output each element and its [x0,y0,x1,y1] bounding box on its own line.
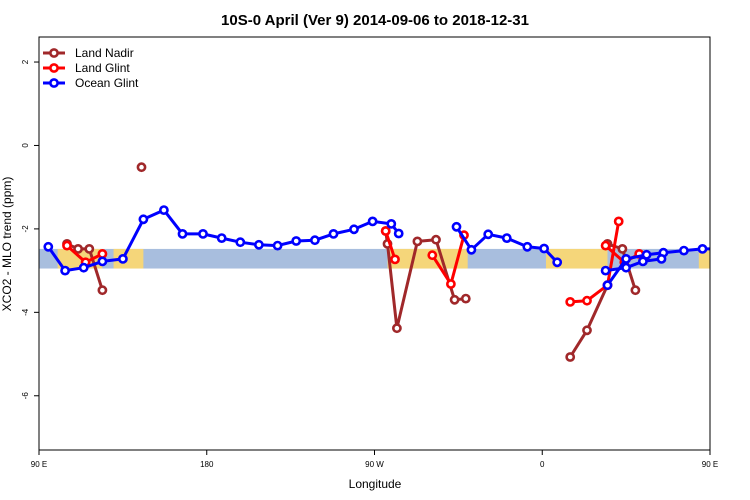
data-point [621,253,631,264]
data-point [391,323,402,334]
data-point [565,352,576,362]
legend-item: Land Nadir [43,46,134,60]
data-point [613,216,624,227]
data-point [539,243,549,254]
series-line [384,230,397,260]
legend-label: Land Glint [75,61,130,75]
data-point [638,256,648,267]
data-point [97,248,108,259]
data-point [97,285,108,296]
data-point [253,239,264,250]
data-point [621,262,631,273]
data-point [291,236,302,246]
data-point [235,237,246,248]
data-point [73,243,83,254]
land-patch [113,248,144,269]
x-tick-label: 0 [540,460,545,469]
data-point [483,229,494,240]
data-point [582,295,592,306]
data-point [449,294,460,305]
data-point [427,250,438,261]
data-point [380,226,391,236]
data-point [309,235,320,246]
series-line [605,257,662,273]
y-tick-label: -6 [21,392,30,400]
legend-item: Ocean Glint [43,76,139,90]
x-axis-title: Longitude [349,477,402,491]
series-line [568,284,609,358]
data-point [136,162,147,173]
data-point [158,205,169,215]
data-point [118,253,128,264]
land-patch [387,248,468,269]
data-point [138,214,149,225]
data-point [733,216,740,223]
data-point [697,243,708,254]
data-point [522,241,533,252]
data-point [198,228,208,239]
data-point [78,262,89,273]
y-tick-label: -2 [21,225,30,233]
x-tick-label: 90 W [365,460,384,469]
y-axis: 2 0 -2 -4 -6 [21,59,39,399]
data-point [177,228,188,239]
data-point [617,243,628,254]
data-point [630,285,641,296]
data-point [602,280,613,291]
data-point [390,254,400,265]
x-tick-label: 90 E [702,460,718,469]
data-point [565,296,576,307]
data-point [386,218,397,229]
data-point [466,244,477,255]
x-axis: 90 E 180 90 W 0 90 E [31,450,718,469]
series-line [66,242,104,291]
data-point [84,243,95,254]
data-point [62,240,72,251]
data-point [582,325,592,336]
y-axis-title: XCO2 - MLO trend (ppm) [0,177,14,312]
x-tick-label: 180 [200,460,214,469]
data-point [451,221,462,232]
plot-area [39,162,740,362]
data-point [460,293,471,304]
legend-label: Ocean Glint [75,76,139,90]
data-point [431,234,441,245]
legend-label: Land Nadir [75,46,134,60]
y-tick-label: -4 [21,308,30,316]
data-point [716,245,723,252]
land-patch [698,248,710,269]
data-point [600,240,611,251]
chart-title: 10S-0 April (Ver 9) 2014-09-06 to 2018-1… [221,12,529,29]
data-point [216,233,227,243]
x-tick-label: 90 E [31,460,47,469]
legend-swatch-marker [49,78,59,88]
data-point [552,257,563,268]
y-tick-label: 2 [21,59,30,64]
data-point [97,256,108,267]
data-point [328,228,339,239]
data-point [60,265,70,276]
data-point [733,164,740,171]
data-point [501,233,512,243]
legend-swatch-marker [49,48,59,58]
legend-swatch-marker [49,63,59,73]
data-point [272,240,283,251]
reference-band [39,248,710,269]
data-point [679,245,689,256]
data-point [600,265,611,276]
legend-item: Land Glint [43,61,130,75]
data-point [656,253,667,264]
series-ocean-glint [43,205,740,291]
series-line [384,230,466,330]
data-point [43,241,54,252]
data-point [412,236,423,247]
data-point [367,216,378,227]
data-point [393,228,404,239]
data-point [445,279,456,289]
data-point [349,224,359,235]
y-tick-label: 0 [21,143,30,148]
